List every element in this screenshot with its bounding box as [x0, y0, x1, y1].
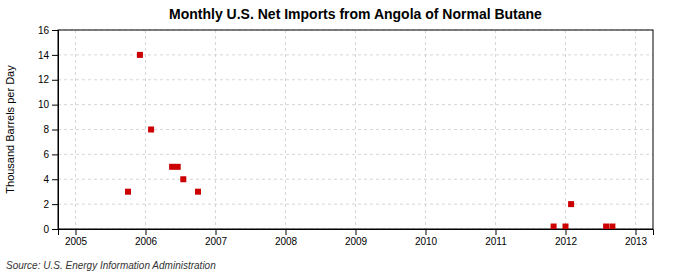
point: [609, 224, 615, 229]
x-tick-label: 2010: [415, 236, 438, 247]
y-tick-mark: [52, 204, 58, 205]
plot-frame: [58, 30, 653, 229]
y-tick: 4: [43, 174, 58, 185]
source-annotation: Source: U.S. Energy Information Administ…: [6, 260, 216, 271]
y-tick: 2: [43, 199, 58, 210]
point: [148, 127, 154, 133]
point: [568, 201, 574, 207]
y-tick-mark: [52, 154, 58, 155]
y-tick: 6: [43, 149, 58, 160]
x-tick: 2013: [625, 229, 648, 247]
y-tick-label: 10: [38, 99, 50, 110]
point: [563, 224, 569, 229]
y-grid-line: [58, 104, 653, 105]
x-axis: 2005 2006 2007 2008 2009 2010 2011 2012 2013: [59, 229, 654, 247]
x-tick-label: 2005: [65, 236, 88, 247]
y-grid-line: [58, 204, 653, 205]
x-tick: 2008: [275, 229, 298, 247]
y-grid-line: [58, 154, 653, 155]
x-tick-label: 2012: [555, 236, 578, 247]
point: [551, 224, 557, 229]
x-tick: 2012: [555, 229, 578, 247]
x-grid-line: [75, 30, 76, 229]
chart-svg: 2005 2006 2007 2008 2009 2010 2011 2012 2013 0 2 4 6…: [0, 0, 675, 275]
x-tick: 2007: [205, 229, 228, 247]
point: [180, 176, 186, 182]
y-tick: 8: [43, 124, 58, 135]
y-tick-label: 12: [38, 74, 50, 85]
x-tick-label: 2013: [625, 236, 648, 247]
x-tick-label: 2007: [205, 236, 228, 247]
y-axis-label: Thousand Barrels per Day: [4, 65, 16, 194]
x-tick-mark: [76, 229, 77, 235]
y-grid-line: [58, 79, 653, 80]
y-tick-label: 0: [43, 224, 49, 235]
y-tick-mark: [52, 179, 58, 180]
y-tick: 10: [38, 99, 58, 110]
y-tick-mark: [52, 80, 58, 81]
y-tick-label: 14: [38, 50, 50, 61]
point: [125, 189, 131, 195]
x-tick-mark: [146, 229, 147, 235]
x-tick: 2006: [135, 229, 158, 247]
y-tick: 16: [38, 25, 58, 36]
x-grid-line: [145, 30, 146, 229]
x-tick-label: 2008: [275, 236, 298, 247]
x-tick-mark: [356, 229, 357, 235]
plot-area: 2005 2006 2007 2008 2009 2010 2011 2012 2013 0 2 4 6…: [38, 25, 654, 247]
y-grid-line: [58, 54, 653, 55]
y-tick-mark: [52, 105, 58, 106]
x-tick: 2011: [485, 229, 507, 247]
x-tick-mark: [426, 229, 427, 235]
point: [137, 52, 143, 58]
x-grid-line: [355, 30, 356, 229]
grid: [58, 30, 653, 229]
x-tick-mark: [566, 229, 567, 235]
title: Monthly U.S. Net Imports from Angola of …: [169, 6, 542, 22]
point: [603, 224, 609, 229]
x-tick-mark: [216, 229, 217, 235]
x-grid-line: [495, 30, 496, 229]
y-tick-label: 6: [43, 149, 49, 160]
y-tick-mark: [52, 30, 58, 31]
x-tick-mark: [286, 229, 287, 235]
x-tick-label: 2011: [485, 236, 507, 247]
x-tick: 2009: [345, 229, 368, 247]
y-tick: 12: [38, 74, 58, 85]
x-tick-mark: [636, 229, 637, 235]
x-grid-line: [565, 30, 566, 229]
point: [195, 189, 201, 195]
y-tick-mark: [52, 130, 58, 131]
y-tick-mark: [52, 229, 58, 230]
y-tick-label: 4: [43, 174, 49, 185]
y-tick: 14: [38, 50, 58, 61]
points: [125, 52, 615, 229]
y-grid-line: [58, 129, 653, 130]
x-tick-label: 2006: [135, 236, 158, 247]
x-tick: 2010: [415, 229, 438, 247]
y-tick-label: 2: [43, 199, 49, 210]
x-axis-line: [59, 230, 654, 236]
y-tick-label: 16: [38, 25, 50, 36]
chart-container: 2005 2006 2007 2008 2009 2010 2011 2012 2013 0 2 4 6…: [0, 0, 675, 275]
point: [169, 164, 175, 170]
x-tick-label: 2009: [345, 236, 368, 247]
y-axis: 0 2 4 6 8 10 12 14 16: [38, 25, 59, 235]
point: [175, 164, 181, 170]
x-tick-mark: [496, 229, 497, 235]
y-tick-label: 8: [43, 124, 49, 135]
y-grid-line: [58, 179, 653, 180]
y-tick-mark: [52, 55, 58, 56]
x-grid-line: [285, 30, 286, 229]
x-tick: 2005: [65, 229, 88, 247]
y-tick: 0: [43, 224, 58, 235]
